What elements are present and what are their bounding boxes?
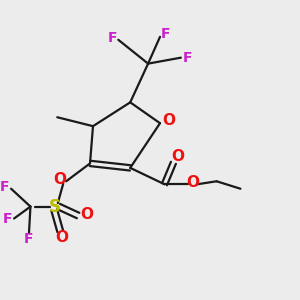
Text: F: F	[108, 31, 118, 45]
Text: O: O	[53, 172, 66, 187]
Text: O: O	[55, 230, 68, 245]
Text: F: F	[0, 180, 9, 194]
Text: S: S	[48, 198, 60, 216]
Text: F: F	[160, 27, 170, 41]
Text: O: O	[186, 175, 199, 190]
Text: O: O	[80, 207, 94, 222]
Text: O: O	[171, 149, 184, 164]
Text: F: F	[183, 51, 192, 65]
Text: O: O	[162, 113, 175, 128]
Text: F: F	[24, 232, 34, 246]
Text: F: F	[3, 212, 12, 226]
